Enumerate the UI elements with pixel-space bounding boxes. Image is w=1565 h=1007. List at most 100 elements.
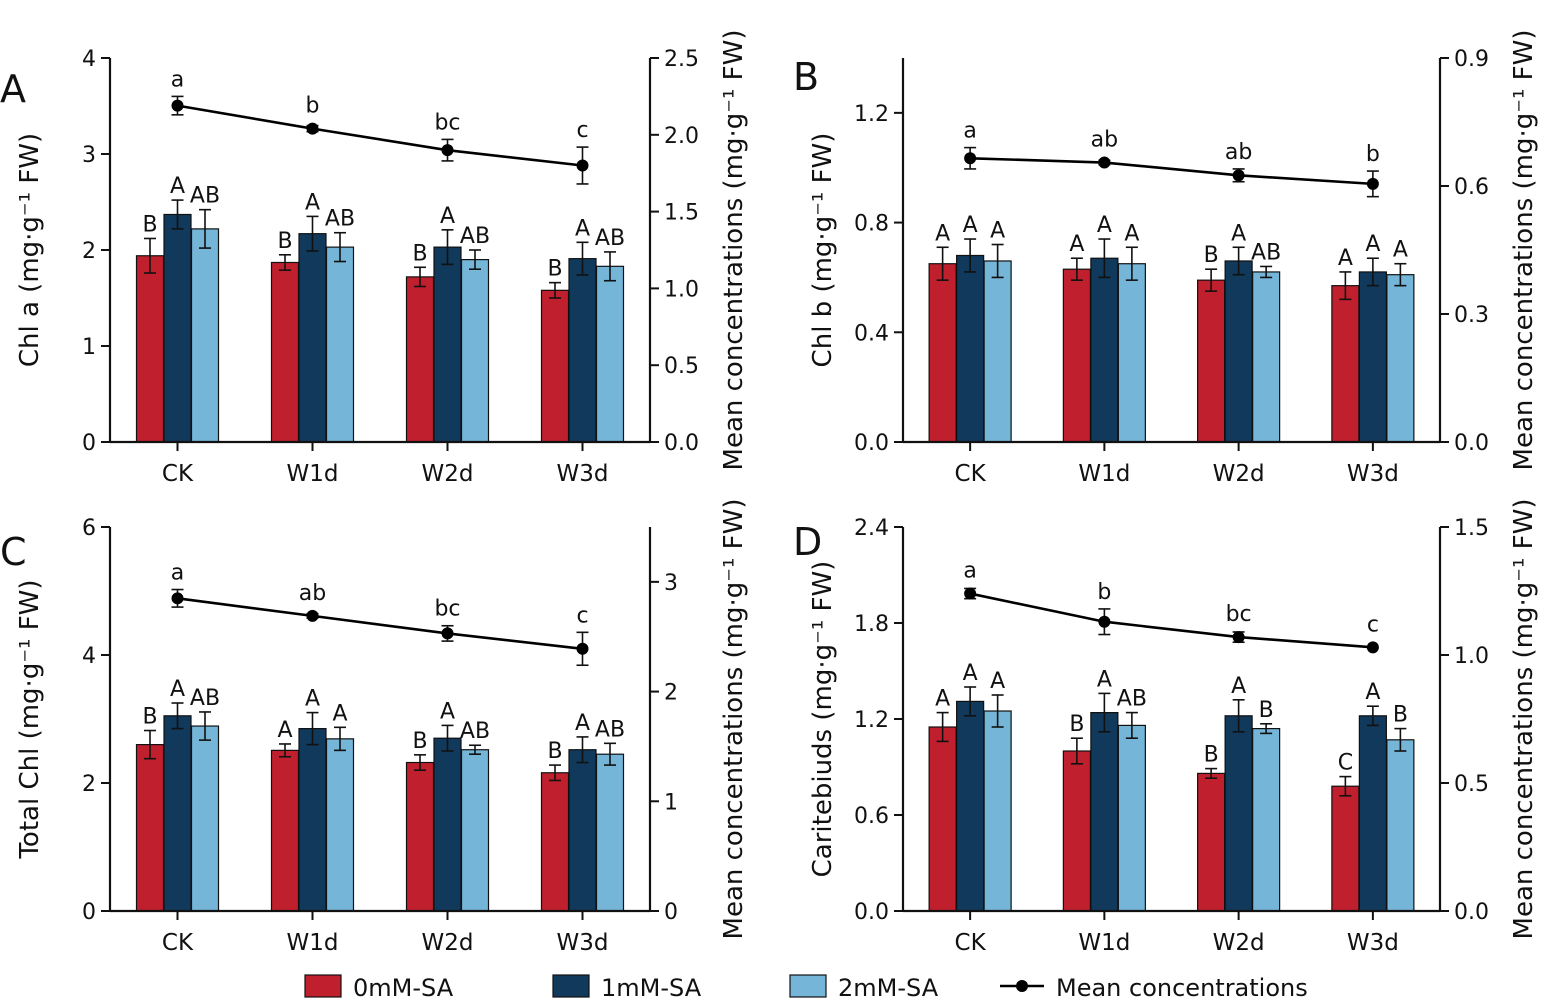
x-tick-label: CK xyxy=(955,461,987,487)
bar xyxy=(190,725,220,912)
mean-significance-letter: c xyxy=(1367,612,1379,637)
bar xyxy=(1197,772,1226,912)
bar xyxy=(1062,268,1091,443)
bar xyxy=(135,743,165,912)
significance-letter: AB xyxy=(595,226,625,251)
bar xyxy=(1331,285,1360,443)
mean-significance-letter: bc xyxy=(434,110,460,135)
x-tick-label: W1d xyxy=(1078,461,1130,487)
mean-point xyxy=(306,609,319,622)
legend-item: Mean concentrations xyxy=(1000,974,1308,1002)
significance-letter: A xyxy=(1338,246,1353,271)
significance-letter: B xyxy=(142,212,157,237)
mean-line xyxy=(177,597,583,651)
mean-point xyxy=(441,627,454,640)
bar xyxy=(568,749,597,912)
significance-letter: A xyxy=(305,190,320,215)
bar xyxy=(433,246,462,443)
y2-tick-label: 0.5 xyxy=(1454,772,1489,797)
series-2mm-sa: AAB B B xyxy=(983,669,1415,912)
x-tick-label: W3d xyxy=(557,930,609,956)
mean-significance-letter: b xyxy=(306,94,320,119)
mean-point xyxy=(576,159,589,172)
legend-label: 0mM-SA xyxy=(353,974,454,1002)
mean-significance-letter: a xyxy=(171,67,184,92)
significance-letter: A xyxy=(1097,667,1112,692)
legend-item: 2mM-SA xyxy=(789,974,939,1002)
series-0mm-sa: ABB C xyxy=(928,687,1360,912)
significance-letter: A xyxy=(1124,221,1139,246)
bar xyxy=(1224,715,1253,912)
legend-label: 1mM-SA xyxy=(601,974,702,1002)
legend-swatch xyxy=(304,974,342,998)
mean-significance-letter: a xyxy=(171,561,184,586)
mean-point xyxy=(171,99,184,112)
mean-point xyxy=(964,587,977,600)
significance-letter: A xyxy=(1365,680,1380,705)
significance-letter: A xyxy=(575,711,590,736)
significance-letter: AB xyxy=(595,717,625,742)
bar xyxy=(163,213,192,443)
mean-point xyxy=(964,152,977,165)
mean-point xyxy=(1366,641,1379,654)
bar xyxy=(1090,711,1119,912)
significance-letter: AB xyxy=(460,719,490,744)
bar xyxy=(1386,739,1415,912)
significance-letter: AB xyxy=(1117,687,1147,712)
x-tick-label: W1d xyxy=(287,930,339,956)
y-tick-label: 1.2 xyxy=(854,102,889,127)
x-tick-label: W2d xyxy=(422,930,474,956)
legend-marker xyxy=(1016,980,1028,992)
significance-letter: A xyxy=(935,687,950,712)
mean-point xyxy=(1232,169,1245,182)
bar xyxy=(1252,727,1281,912)
x-tick-label: CK xyxy=(162,930,194,956)
significance-letter: A xyxy=(1365,232,1380,257)
mean-significance-letter: c xyxy=(576,603,588,628)
y2-tick-label: 0.0 xyxy=(1454,900,1489,925)
bar xyxy=(1197,279,1226,443)
y-axis-title: Chl b (mg·g⁻¹ FW) xyxy=(808,133,838,368)
x-tick-label: W3d xyxy=(1347,461,1399,487)
significance-letter: C xyxy=(1338,751,1353,776)
bar xyxy=(1252,271,1281,443)
bar xyxy=(298,233,327,443)
y2-tick-label: 1.0 xyxy=(1454,644,1489,669)
mean-point xyxy=(1098,615,1111,628)
bar xyxy=(163,715,192,912)
y-tick-label: 2 xyxy=(82,772,96,797)
y-tick-label: 1.2 xyxy=(854,708,889,733)
bar xyxy=(1386,274,1415,443)
bar xyxy=(928,263,957,443)
y2-tick-label: 2.5 xyxy=(664,47,699,72)
mean-significance-letter: bc xyxy=(434,597,460,622)
significance-letter: AB xyxy=(1251,240,1281,265)
y-tick-label: 4 xyxy=(82,644,96,669)
mean-point xyxy=(1366,177,1379,190)
bar xyxy=(956,254,985,443)
x-tick-label: W2d xyxy=(422,461,474,487)
x-tick-label: W1d xyxy=(1078,930,1130,956)
x-tick-label: W2d xyxy=(1213,461,1265,487)
bar xyxy=(135,255,165,443)
y-tick-label: 0 xyxy=(82,900,96,925)
significance-letter: A xyxy=(1069,232,1084,257)
y-tick-label: 0.0 xyxy=(854,431,889,456)
mean-point xyxy=(576,642,589,655)
significance-letter: A xyxy=(170,174,185,199)
y2-tick-label: 0.0 xyxy=(664,431,699,456)
series-2mm-sa: A AAB A xyxy=(983,219,1415,443)
y2-tick-label: 3 xyxy=(664,571,678,596)
y-axis-title: Caritebiuds (mg·g⁻¹ FW) xyxy=(808,561,838,878)
significance-letter: AB xyxy=(325,207,355,232)
y-tick-label: 4 xyxy=(82,47,96,72)
y-tick-label: 1.8 xyxy=(854,612,889,637)
y-axis-title: Chl a (mg·g⁻¹ FW) xyxy=(15,133,45,367)
